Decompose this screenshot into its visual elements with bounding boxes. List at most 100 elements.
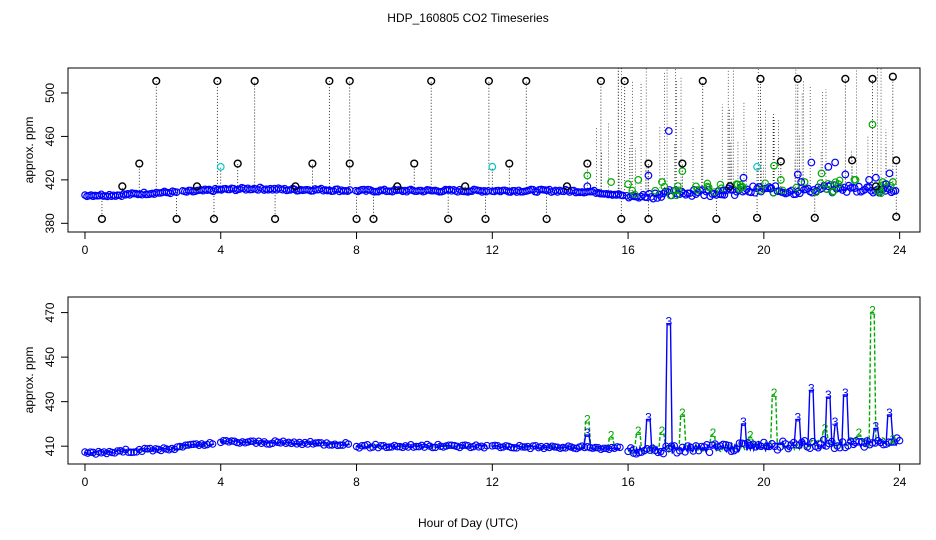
x-axis-label: Hour of Day (UTC) xyxy=(418,516,518,530)
baseline-point xyxy=(891,187,900,195)
green-point xyxy=(660,182,669,191)
black-outlier-point xyxy=(250,76,259,86)
baseline-point xyxy=(127,448,135,457)
baseline-point xyxy=(586,443,594,452)
top-y-tick-label: 500 xyxy=(43,83,57,103)
green-point xyxy=(831,178,840,186)
blue-upper-point xyxy=(885,169,894,178)
baseline-point xyxy=(173,443,182,451)
baseline-point xyxy=(703,441,711,449)
black-outlier-point xyxy=(776,157,785,166)
blue-upper-point xyxy=(824,162,833,171)
bottom-x-tick-label: 16 xyxy=(621,475,635,489)
peak-label-green: 2 xyxy=(856,426,863,440)
black-outlier-point xyxy=(213,76,222,86)
green-point xyxy=(583,171,592,180)
peak-label-blue: 3 xyxy=(665,315,672,329)
baseline-point xyxy=(551,443,559,451)
black-outlier-point xyxy=(678,159,687,168)
black-outlier-point xyxy=(393,182,402,191)
cyan-point xyxy=(753,162,761,171)
bottom-y-tick-label: 470 xyxy=(43,302,57,322)
baseline-point xyxy=(458,441,467,450)
baseline-point xyxy=(570,444,578,452)
bottom-y-tick-label: 430 xyxy=(43,391,57,411)
bottom-x-tick-label: 24 xyxy=(893,475,907,489)
baseline-point xyxy=(885,438,893,446)
baseline-point xyxy=(589,444,597,452)
top-x-tick-label: 0 xyxy=(82,243,89,257)
black-outlier-point xyxy=(118,182,127,191)
green-point xyxy=(624,180,632,189)
baseline-point xyxy=(819,436,828,444)
baseline-point xyxy=(333,441,342,450)
black-outlier-point xyxy=(644,159,653,168)
baseline-point xyxy=(842,188,851,196)
bottom-y-tick-label: 450 xyxy=(43,347,57,367)
baseline-point xyxy=(895,436,904,445)
green-point xyxy=(816,179,825,187)
black-outlier-point xyxy=(369,214,378,224)
green-point xyxy=(710,188,719,196)
chart-title: HDP_160805 CO2 Timeseries xyxy=(387,11,548,25)
baseline-point xyxy=(800,437,809,445)
baseline-point xyxy=(474,443,483,451)
green-point xyxy=(812,188,820,196)
peak-label-green: 2 xyxy=(822,422,829,436)
blue-upper-point xyxy=(583,182,592,191)
baseline-point xyxy=(887,438,896,446)
black-outlier-point xyxy=(172,214,181,224)
black-outlier-point xyxy=(810,213,819,222)
baseline-point xyxy=(855,438,863,446)
baseline-point xyxy=(393,442,402,451)
baseline-point xyxy=(616,443,624,452)
black-outlier-point xyxy=(522,76,531,86)
baseline-point xyxy=(599,444,608,453)
green-point xyxy=(693,186,701,194)
green-point xyxy=(770,161,778,170)
blue-upper-point xyxy=(841,170,850,179)
black-outlier-point xyxy=(848,156,857,165)
black-outlier-point xyxy=(725,182,735,191)
green-point xyxy=(658,178,666,186)
green-point xyxy=(703,182,712,191)
peak-label-blue: 3 xyxy=(825,388,832,402)
black-outlier-point xyxy=(892,156,901,165)
plot-area-top xyxy=(81,68,901,224)
top-x-tick-label: 12 xyxy=(486,243,500,257)
blue-upper-point xyxy=(644,171,653,180)
baseline-point xyxy=(263,440,271,448)
green-point xyxy=(778,186,787,195)
blue-upper-point xyxy=(766,184,775,193)
bottom-x-tick-label: 8 xyxy=(353,475,360,489)
top-y-tick-label: 380 xyxy=(43,213,57,233)
black-outlier-point xyxy=(868,74,877,83)
baseline-point xyxy=(651,189,660,198)
black-outlier-point xyxy=(712,214,721,224)
green-point xyxy=(817,169,826,178)
bottom-y-tick-label: 410 xyxy=(43,436,57,456)
green-point xyxy=(704,183,713,192)
baseline-point xyxy=(483,441,491,450)
peak-label-green: 2 xyxy=(608,428,615,442)
baseline-point xyxy=(181,441,190,449)
cyan-point xyxy=(216,162,225,171)
peak-label-green: 2 xyxy=(747,428,754,442)
green-point xyxy=(829,187,838,195)
green-point xyxy=(800,178,809,186)
baseline-point xyxy=(233,438,241,447)
top-y-tick-label: 460 xyxy=(43,126,57,146)
plot-frame-top xyxy=(67,67,921,233)
peak-label-green: 2 xyxy=(659,424,666,438)
baseline-point xyxy=(692,190,700,198)
black-outlier-point xyxy=(617,214,626,224)
black-outlier-point xyxy=(461,182,470,191)
baseline-point xyxy=(670,442,678,450)
baseline-point xyxy=(113,447,122,455)
baseline-point xyxy=(108,448,116,457)
peak-label-green: 2 xyxy=(890,433,897,447)
peak-label-green: 2 xyxy=(679,406,686,420)
black-outlier-point xyxy=(596,76,606,86)
green-point xyxy=(735,185,744,193)
